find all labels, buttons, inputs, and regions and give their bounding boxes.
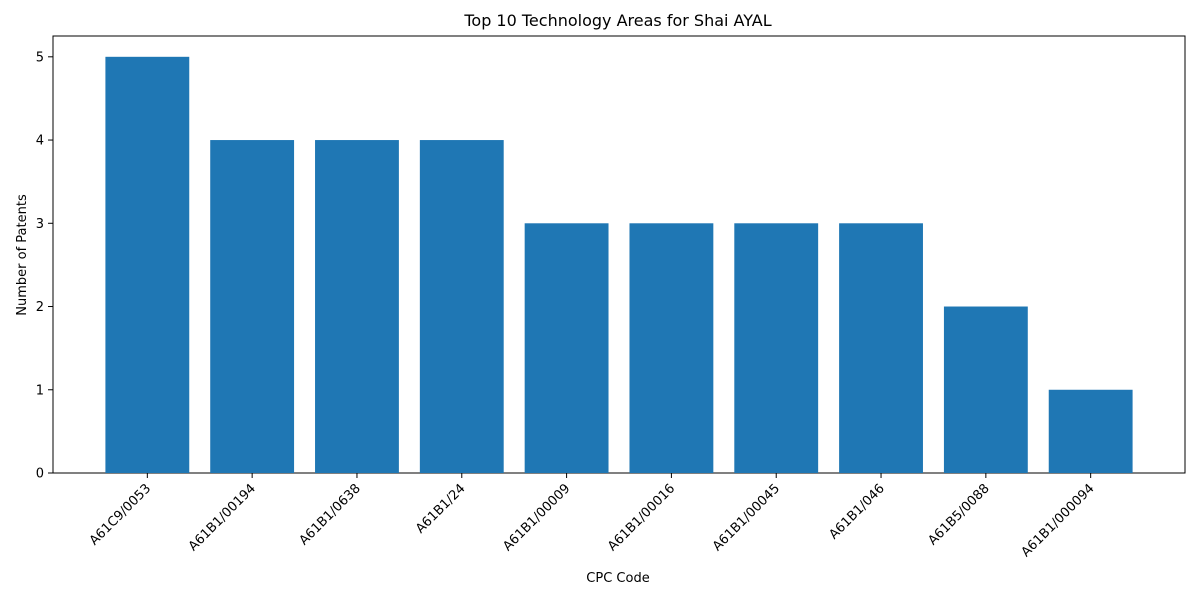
x-tick-label: A61B1/00045 xyxy=(710,481,783,554)
bar-a61b5-0088 xyxy=(944,307,1028,473)
bar-a61b1-000094 xyxy=(1049,390,1133,473)
bar-a61b1-046 xyxy=(839,223,923,473)
x-axis-label: CPC Code xyxy=(586,571,649,586)
x-tick-label: A61B5/0088 xyxy=(925,481,992,548)
bar-a61b1-00045 xyxy=(734,223,818,473)
x-tick-label: A61B1/00016 xyxy=(605,481,678,554)
y-axis: 0 1 2 3 4 5 xyxy=(36,50,53,481)
y-tick-label: 5 xyxy=(36,50,44,65)
bar-a61b1-00194 xyxy=(210,140,294,473)
bars xyxy=(105,57,1132,473)
x-tick-label: A61B1/24 xyxy=(413,481,469,537)
y-tick-label: 4 xyxy=(36,134,44,149)
y-axis-label: Number of Patents xyxy=(15,194,30,316)
y-tick-label: 2 xyxy=(36,300,44,315)
x-tick-label: A61B1/000094 xyxy=(1019,481,1098,560)
y-tick-label: 1 xyxy=(36,383,44,398)
bar-a61b1-24 xyxy=(420,140,504,473)
x-axis: A61C9/0053 A61B1/00194 A61B1/0638 A61B1/24 A… xyxy=(87,473,1098,560)
chart-title: Top 10 Technology Areas for Shai AYAL xyxy=(463,11,771,30)
x-tick-label: A61B1/046 xyxy=(826,481,887,542)
x-tick-label: A61B1/00009 xyxy=(500,481,573,554)
x-tick-label: A61B1/0638 xyxy=(297,481,364,548)
bar-a61b1-00016 xyxy=(629,223,713,473)
x-tick-label: A61B1/00194 xyxy=(186,481,259,554)
bar-a61c9-0053 xyxy=(105,57,189,473)
bar-a61b1-00009 xyxy=(525,223,609,473)
y-tick-label: 3 xyxy=(36,217,44,232)
y-tick-label: 0 xyxy=(36,467,44,482)
x-tick-label: A61C9/0053 xyxy=(87,481,154,548)
bar-a61b1-0638 xyxy=(315,140,399,473)
